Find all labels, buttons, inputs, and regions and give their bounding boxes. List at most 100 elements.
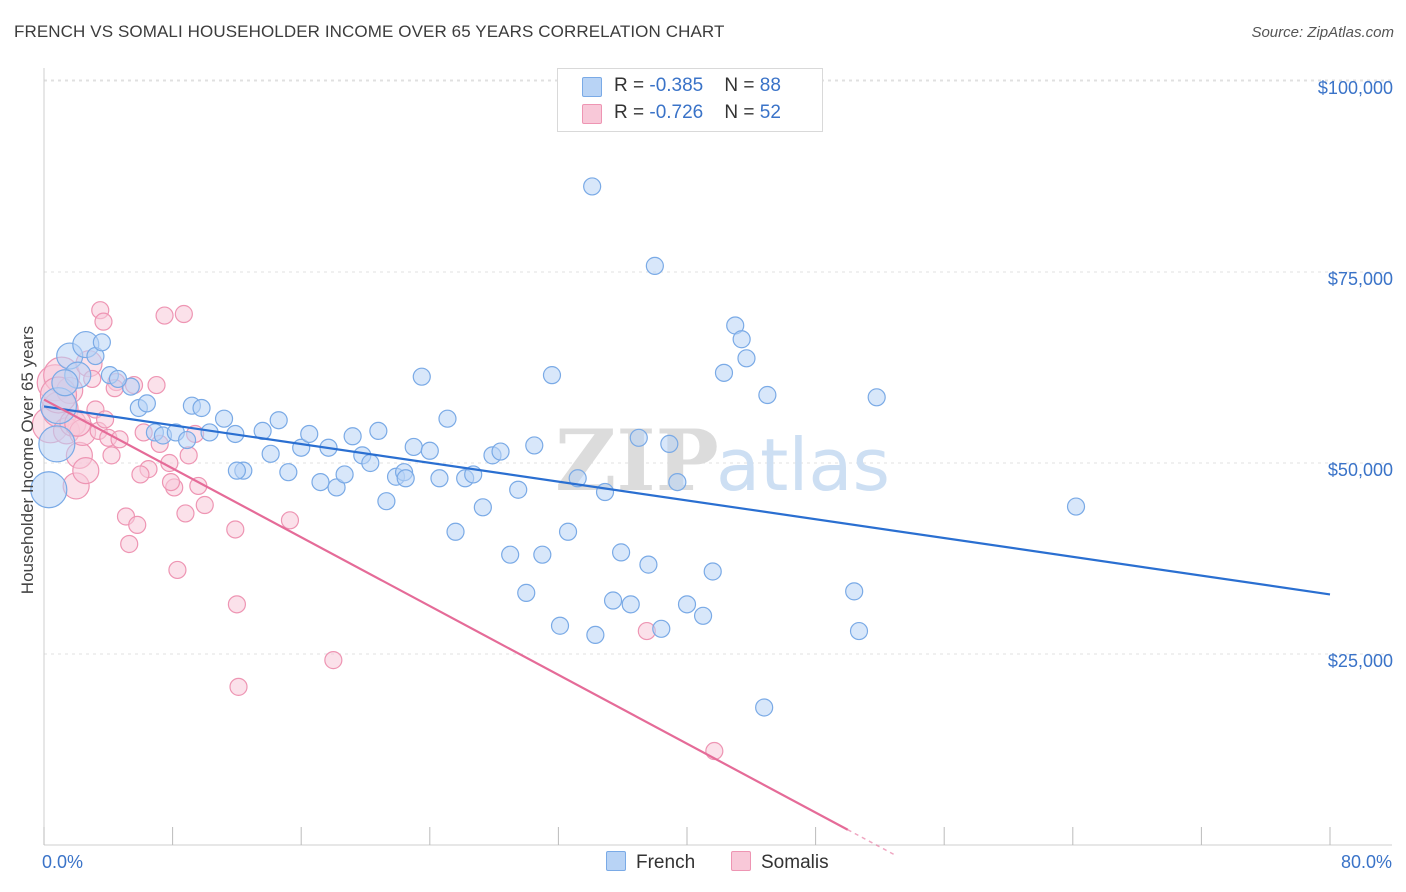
french-point [668,473,687,492]
somali-trend-line [43,398,849,831]
french-point [525,436,544,455]
x-tick-min: 0.0% [42,852,84,872]
french-point [30,471,68,509]
somali-point [155,306,174,325]
bottom-legend-label-french: French [636,852,696,873]
french-point [509,480,528,499]
french-point [430,469,449,488]
legend-n-value: 88 [759,75,781,96]
french-point [1066,497,1086,516]
y-tick-label: $25,000 [1328,651,1393,671]
french-point [446,522,465,541]
somali-point [168,560,187,580]
somali-point [161,473,181,492]
french-point [396,469,415,488]
y-tick-label: $100,000 [1318,78,1393,98]
french-point [377,492,396,511]
french-point [550,616,570,635]
french-point [629,428,648,447]
somali-point [176,504,195,523]
legend-r-value: -0.726 [649,102,704,123]
french-point [501,545,520,564]
french-point [261,444,280,463]
french-point [361,453,380,473]
french-point [473,498,492,517]
somali-points [31,301,724,761]
legend-n-label: N = [724,75,760,96]
french-point [335,465,354,484]
bottom-legend-french[interactable]: French [606,851,695,874]
french-point [214,409,234,428]
french-point [677,595,697,614]
french-point [108,369,128,389]
french-point [645,256,664,275]
french-point [583,177,602,196]
french-point [703,562,722,581]
french-point [611,543,631,562]
french-point [586,625,605,645]
y-tick-labels: $25,000 $50,000 $75,000 $100,000 [1318,78,1393,671]
french-point [737,349,756,368]
bottom-legend-somalis[interactable]: Somalis [731,851,829,874]
chart-source: Source: ZipAtlas.com [1251,24,1394,41]
somali-point [324,651,343,670]
somali-point [280,511,300,530]
french-point [369,421,388,441]
french-point [300,424,319,444]
bottom-legend-swatch-french [606,851,626,871]
french-point [92,333,111,352]
somali-point [227,595,246,614]
french-point [227,461,246,480]
french-point [311,473,330,492]
y-tick-label: $75,000 [1328,269,1393,289]
somali-point [226,520,245,539]
french-point [533,545,552,564]
french-point [732,330,751,349]
y-axis-label: Householder Income Over 65 years [18,325,37,595]
legend-n-value: 52 [759,102,781,123]
correlation-legend: R = -0.385 N = 88 R = -0.726 N = 52 [557,68,823,132]
somali-point [229,677,248,696]
legend-n-label: N = [724,102,760,123]
french-point [639,555,658,574]
french-point [279,463,298,482]
y-tick-label: $50,000 [1328,460,1393,480]
french-point [38,425,76,463]
somali-point [102,446,121,465]
french-point [412,367,431,386]
french-point [867,388,886,407]
chart-title: FRENCH VS SOMALI HOUSEHOLDER INCOME OVER… [14,22,725,41]
bottom-legend-swatch-somalis [731,851,751,871]
french-point [693,606,713,625]
somali-point [94,312,113,331]
french-point [343,427,362,446]
french-trend-line [43,405,1331,596]
french-point [51,369,79,397]
bottom-legend-label-somalis: Somalis [761,852,829,873]
french-point [755,698,774,717]
french-point [269,411,288,430]
french-point [491,442,510,461]
x-tick-max: 80.0% [1340,852,1392,872]
somali-point [72,457,100,485]
legend-r-value: -0.385 [649,75,704,96]
french-point [660,434,679,453]
french-point [568,469,587,488]
french-point [758,385,777,405]
legend-r-label: R = [614,75,650,96]
french-point [558,522,578,541]
somali-point [174,304,193,324]
watermark-atlas: atlas [716,423,890,507]
french-point [137,394,156,413]
french-points [30,177,1086,717]
french-point [438,409,457,428]
legend-r-label: R = [614,102,650,123]
somali-point [120,534,139,554]
watermark-zip: ZIP [555,411,719,510]
legend-swatch-french [582,77,602,97]
french-point [621,595,640,614]
somali-point [705,741,724,761]
french-point [327,478,346,497]
french-point [595,482,615,502]
